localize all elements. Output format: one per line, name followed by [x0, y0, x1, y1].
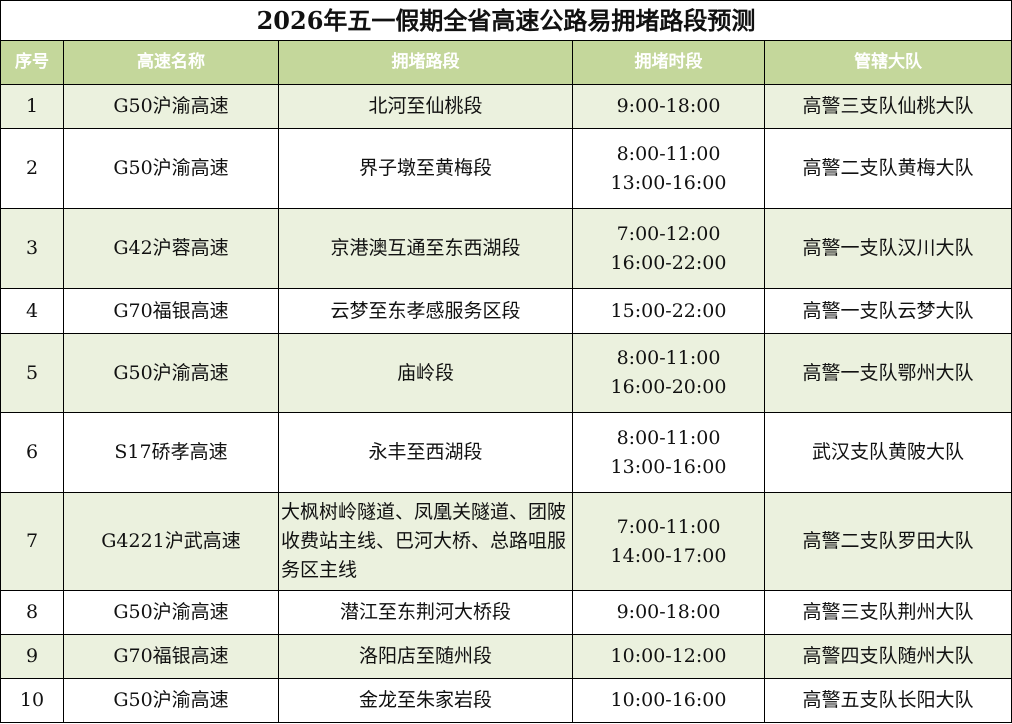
time-range: 10:00-16:00: [610, 689, 727, 711]
table-row: 8 G50沪渝高速 潜江至东荆河大桥段 9:00-18:00 高警三支队荆州大队: [0, 590, 1012, 635]
congested-section: 潜江至东荆河大桥段: [278, 590, 573, 635]
time-range: 7:00-12:00: [616, 222, 721, 245]
time-range: 8:00-11:00: [616, 347, 721, 369]
header-section: 拥堵路段: [278, 40, 573, 85]
row-number: 3: [0, 208, 64, 289]
row-number: 8: [0, 590, 64, 635]
congestion-time: 8:00-11:00 13:00-16:00: [572, 128, 765, 209]
highway-name: G42沪蓉高速: [63, 208, 279, 289]
congested-section: 金龙至朱家岩段: [278, 678, 573, 723]
time-range: 9:00-18:00: [616, 95, 721, 117]
highway-name: G70福银高速: [63, 634, 279, 679]
congestion-time: 7:00-11:00 14:00-17:00: [572, 492, 765, 591]
table-row: 5 G50沪渝高速 庙岭段 8:00-11:00 16:00-20:00 高警一支队鄂州大…: [0, 333, 1012, 413]
time-range: 16:00-22:00: [610, 251, 727, 274]
table-title: 2026年五一假期全省高速公路易拥堵路段预测: [0, 0, 1012, 41]
highway-name: G50沪渝高速: [63, 590, 279, 635]
row-number: 5: [0, 333, 64, 413]
table-row: 3 G42沪蓉高速 京港澳互通至东西湖段 7:00-12:00 16:00-22:00 高…: [0, 208, 1012, 289]
time-range: 16:00-20:00: [610, 376, 727, 398]
jurisdiction-unit: 高警三支队荆州大队: [763, 590, 1012, 635]
row-number: 2: [0, 128, 64, 209]
highway-name: G50沪渝高速: [63, 678, 279, 723]
congestion-time: 9:00-18:00: [572, 590, 765, 635]
congestion-time: 10:00-12:00: [572, 634, 765, 679]
congestion-time: 15:00-22:00: [572, 288, 765, 334]
table-row: 7 G4221沪武高速 大枫树岭隧道、凤凰关隧道、团陂收费站主线、巴河大桥、总路咀服…: [0, 492, 1012, 591]
time-range: 8:00-11:00: [616, 426, 721, 449]
table-row: 9 G70福银高速 洛阳店至随州段 10:00-12:00 高警四支队随州大队: [0, 634, 1012, 679]
jurisdiction-unit: 高警一支队汉川大队: [763, 208, 1012, 289]
highway-name: G50沪渝高速: [63, 84, 279, 129]
table-row: 6 S17硚孝高速 永丰至西湖段 8:00-11:00 13:00-16:00 武汉支队黄…: [0, 412, 1012, 493]
row-number: 9: [0, 634, 64, 679]
header-highway: 高速名称: [63, 40, 279, 85]
time-range: 8:00-11:00: [616, 142, 721, 165]
jurisdiction-unit: 高警二支队罗田大队: [763, 492, 1012, 591]
jurisdiction-unit: 高警一支队云梦大队: [763, 288, 1012, 334]
time-range: 13:00-16:00: [610, 455, 727, 478]
header-time: 拥堵时段: [572, 40, 765, 85]
congested-section: 洛阳店至随州段: [278, 634, 573, 679]
header-no: 序号: [0, 40, 64, 85]
congested-section: 云梦至东孝感服务区段: [278, 288, 573, 334]
congested-section: 庙岭段: [278, 333, 573, 413]
highway-name: G50沪渝高速: [63, 128, 279, 209]
congested-section: 北河至仙桃段: [278, 84, 573, 129]
header-unit: 管辖大队: [763, 40, 1012, 85]
table-row: 4 G70福银高速 云梦至东孝感服务区段 15:00-22:00 高警一支队云梦大队: [0, 288, 1012, 334]
congestion-time: 8:00-11:00 13:00-16:00: [572, 412, 765, 493]
jurisdiction-unit: 高警四支队随州大队: [763, 634, 1012, 679]
row-number: 7: [0, 492, 64, 591]
highway-name: G4221沪武高速: [63, 492, 279, 591]
jurisdiction-unit: 高警五支队长阳大队: [763, 678, 1012, 723]
congested-section: 界子墩至黄梅段: [278, 128, 573, 209]
congested-section: 京港澳互通至东西湖段: [278, 208, 573, 289]
jurisdiction-unit: 高警一支队鄂州大队: [763, 333, 1012, 413]
jurisdiction-unit: 武汉支队黄陂大队: [763, 412, 1012, 493]
highway-name: S17硚孝高速: [63, 412, 279, 493]
row-number: 4: [0, 288, 64, 334]
congestion-time: 10:00-16:00: [572, 678, 765, 723]
jurisdiction-unit: 高警二支队黄梅大队: [763, 128, 1012, 209]
time-range: 9:00-18:00: [616, 601, 721, 623]
congested-section: 大枫树岭隧道、凤凰关隧道、团陂收费站主线、巴河大桥、总路咀服务区主线: [278, 492, 573, 591]
congested-section: 永丰至西湖段: [278, 412, 573, 493]
table-row: 2 G50沪渝高速 界子墩至黄梅段 8:00-11:00 13:00-16:00 高警二支…: [0, 128, 1012, 209]
congestion-time: 9:00-18:00: [572, 84, 765, 129]
row-number: 10: [0, 678, 64, 723]
time-range: 7:00-11:00: [616, 515, 721, 538]
table-row: 1 G50沪渝高速 北河至仙桃段 9:00-18:00 高警三支队仙桃大队: [0, 84, 1012, 129]
time-range: 13:00-16:00: [610, 171, 727, 194]
highway-name: G50沪渝高速: [63, 333, 279, 413]
jurisdiction-unit: 高警三支队仙桃大队: [763, 84, 1012, 129]
congestion-time: 7:00-12:00 16:00-22:00: [572, 208, 765, 289]
time-range: 14:00-17:00: [610, 544, 727, 567]
time-range: 15:00-22:00: [610, 299, 727, 322]
table-row: 10 G50沪渝高速 金龙至朱家岩段 10:00-16:00 高警五支队长阳大队: [0, 678, 1012, 723]
highway-name: G70福银高速: [63, 288, 279, 334]
time-range: 10:00-12:00: [610, 645, 727, 667]
row-number: 1: [0, 84, 64, 129]
row-number: 6: [0, 412, 64, 493]
congestion-time: 8:00-11:00 16:00-20:00: [572, 333, 765, 413]
